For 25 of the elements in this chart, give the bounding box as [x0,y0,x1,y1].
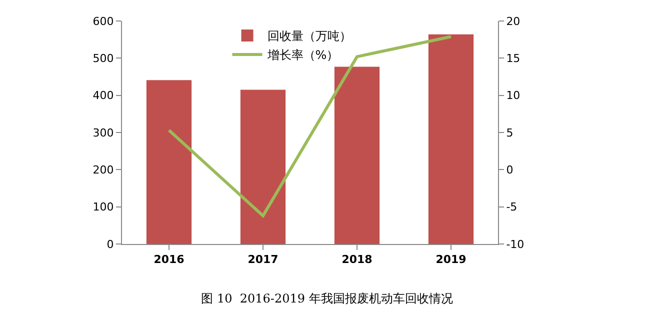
bar [334,66,380,244]
legend-label: 回收量（万吨） [267,29,352,44]
y2-tick-label: 15 [506,52,520,66]
y2-tick-label: 20 [506,14,520,28]
y2-tick-label: 0 [506,164,514,177]
y-tick-label: 100 [92,200,114,214]
y-tick-label: 500 [92,52,114,66]
bar [240,90,286,244]
y-tick-label: 600 [92,14,114,28]
text: 图 10 2016-2019 年我国报废机动车回收情况 [201,292,453,306]
y-tick-label: 0 [106,238,114,251]
bar [146,80,192,244]
y-tick-label: 200 [92,164,114,177]
x-tick-label: 2019 [436,253,466,266]
bar [428,34,474,244]
y-tick-label: 400 [92,89,114,102]
legend-label: 增长率（%） [266,48,339,62]
x-tick-label: 2016 [154,253,185,266]
y-tick-label: 300 [92,126,114,140]
y2-tick-label: 5 [506,126,514,140]
x-tick-label: 2017 [248,253,278,266]
x-tick-label: 2018 [342,253,372,266]
y2-tick-label: -5 [506,200,518,214]
y2-tick-label: 10 [506,89,520,102]
y2-tick-label: -10 [506,238,524,251]
